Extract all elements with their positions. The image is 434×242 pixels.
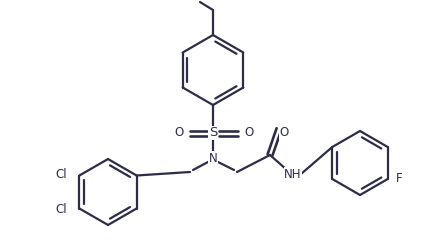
Text: S: S	[209, 127, 217, 139]
Text: NH: NH	[284, 167, 302, 181]
Text: F: F	[396, 173, 402, 186]
Text: O: O	[279, 127, 289, 139]
Text: N: N	[209, 151, 217, 165]
Text: O: O	[174, 127, 184, 139]
Text: O: O	[244, 127, 253, 139]
Text: Cl: Cl	[56, 203, 67, 216]
Text: Cl: Cl	[56, 168, 67, 181]
